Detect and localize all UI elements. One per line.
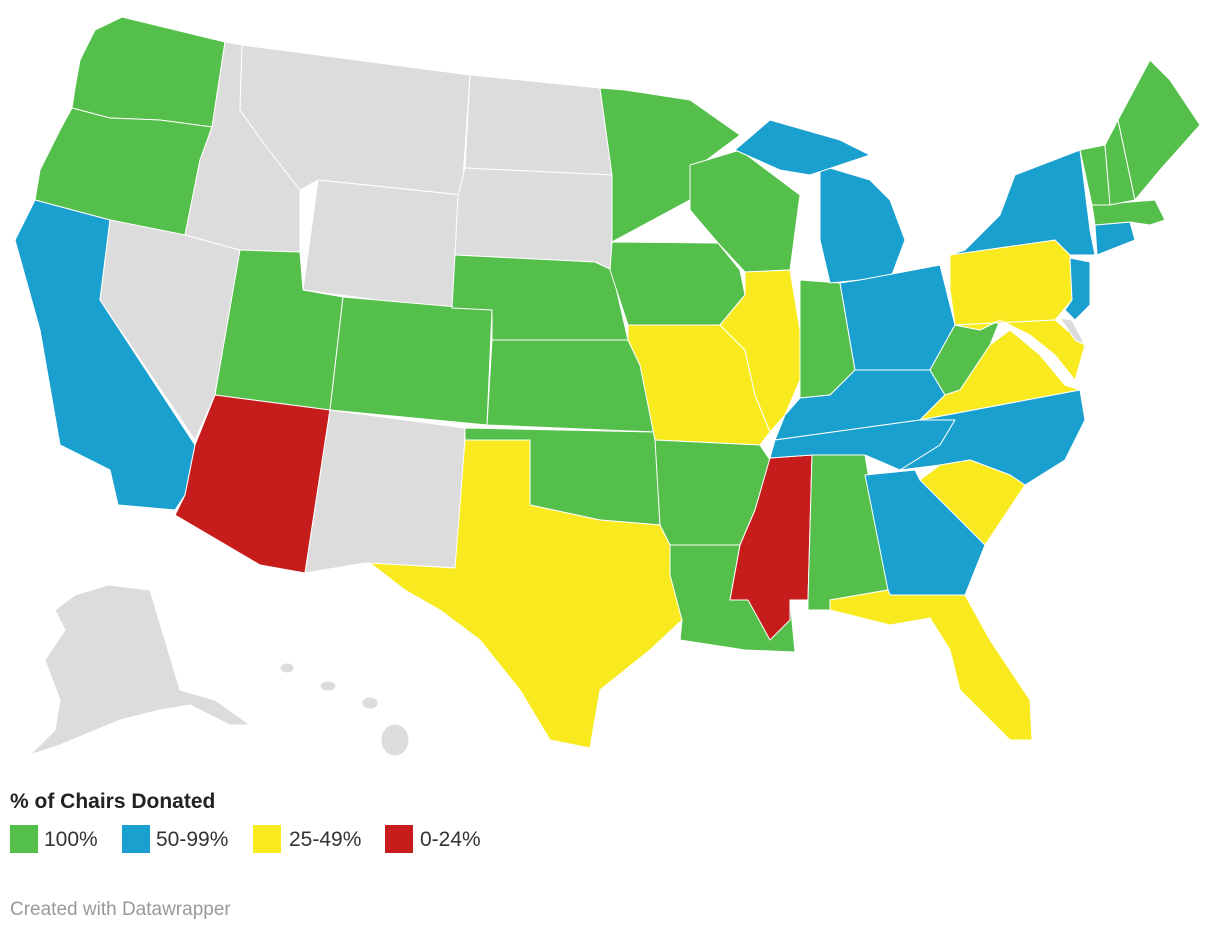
state [954,319,1086,381]
state [839,264,956,371]
state [71,16,226,128]
state [1059,317,1086,346]
state [279,662,295,674]
state [304,409,466,574]
legend-label: 50-99% [156,828,228,851]
state [380,723,410,757]
legend-swatch [10,825,38,853]
legend-swatch [253,825,281,853]
states [14,16,1201,757]
legend-label: 0-24% [420,828,481,851]
state [949,149,1096,256]
state [829,589,1033,741]
state [369,439,683,749]
legend-swatch [122,825,150,853]
state [454,167,613,271]
credit: Created with Datawrapper [10,899,231,920]
state [719,269,801,433]
state [609,241,746,326]
state [302,179,463,311]
state [819,164,906,284]
state [1094,221,1136,256]
legend-label: 25-49% [289,828,361,851]
state [464,74,613,176]
state [361,696,379,710]
legend-label: 100% [44,828,98,851]
state [319,680,337,692]
state [734,119,871,176]
state [329,296,493,426]
state [29,584,251,756]
legend: 100% 50-99% 25-49% 0-24% [10,825,481,853]
state [1091,199,1166,226]
legend-swatch [385,825,413,853]
state [486,339,656,433]
legend-title: % of Chairs Donated [10,790,215,813]
state [1117,59,1201,201]
state [1064,257,1091,321]
